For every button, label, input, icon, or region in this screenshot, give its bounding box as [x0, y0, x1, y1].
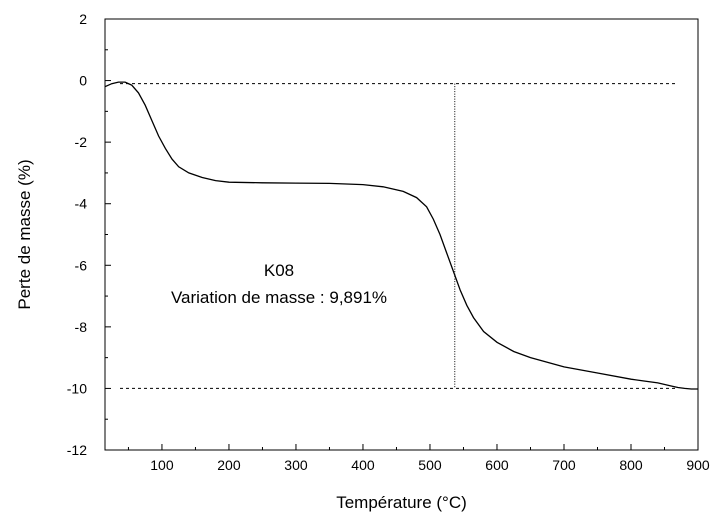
- x-tick-label: 300: [284, 457, 308, 473]
- x-tick-label: 600: [485, 457, 509, 473]
- y-tick-label: -12: [67, 442, 87, 458]
- x-tick-label: 400: [351, 457, 375, 473]
- x-tick-label: 200: [217, 457, 241, 473]
- reference-lines: [120, 83, 678, 389]
- y-tick-label: -8: [75, 319, 88, 335]
- x-tick-label: 900: [686, 457, 710, 473]
- x-tick-label: 500: [418, 457, 442, 473]
- x-tick-label: 100: [150, 457, 174, 473]
- y-tick-label: -6: [75, 257, 88, 273]
- y-tick-label: -10: [67, 380, 87, 396]
- annotation-sample-id: K08: [264, 261, 294, 280]
- x-tick-label: 800: [619, 457, 643, 473]
- y-axis-title: Perte de masse (%): [15, 159, 34, 309]
- annotation-mass-variation: Variation de masse : 9,891%: [171, 288, 387, 307]
- y-tick-label: 2: [79, 11, 87, 27]
- series-layer: [104, 81, 698, 390]
- axis-ticks: 100 200 300 400 500 600 700 800 900 -12 -10 -8 -6 -4 -…: [67, 11, 710, 473]
- x-axis-title: Température (°C): [336, 493, 467, 512]
- x-tick-label: 700: [552, 457, 576, 473]
- series-line-0: [104, 81, 698, 390]
- y-tick-label: -4: [75, 196, 88, 212]
- y-tick-label: -2: [75, 134, 88, 150]
- y-tick-label: 0: [79, 73, 87, 89]
